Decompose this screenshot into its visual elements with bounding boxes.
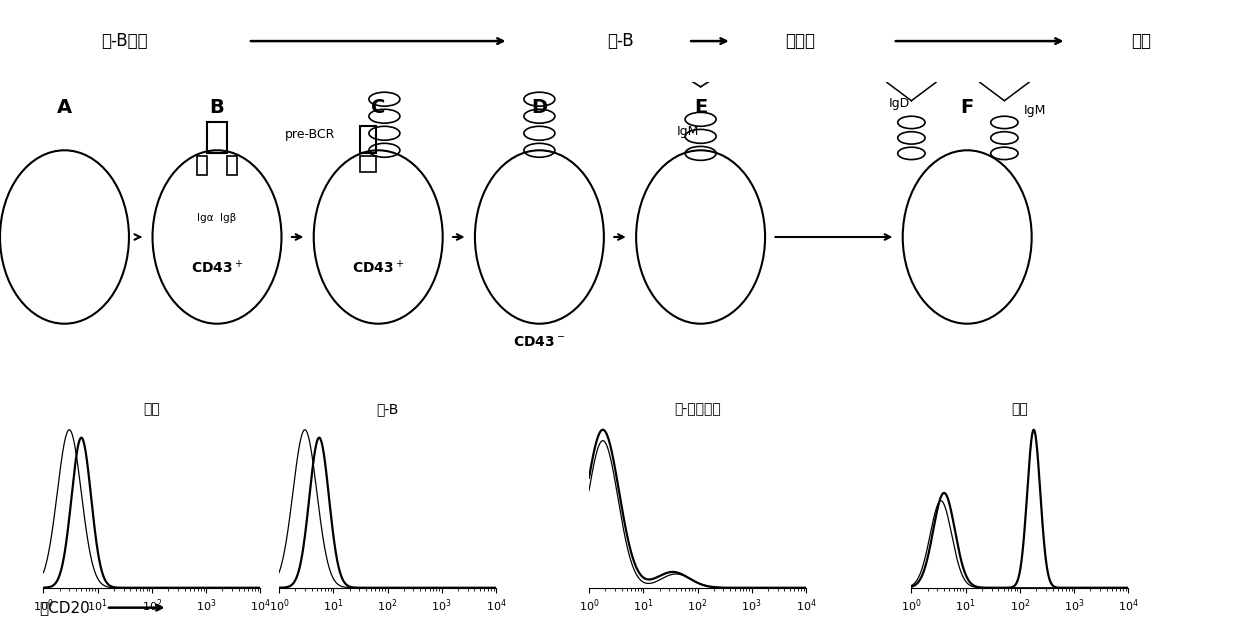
Text: D: D (531, 97, 548, 117)
Bar (360, 126, 376, 154)
Text: C: C (371, 97, 386, 117)
Text: CD43$^-$: CD43$^-$ (513, 336, 565, 349)
Title: 前-和未成熟: 前-和未成熟 (675, 402, 720, 416)
Text: 未成熟: 未成熟 (785, 32, 815, 50)
Text: 前-B细胞: 前-B细胞 (100, 32, 148, 50)
Text: B: B (210, 97, 224, 117)
Title: 原-B: 原-B (376, 402, 399, 416)
Text: IgD: IgD (888, 97, 910, 111)
Text: F: F (961, 97, 973, 117)
Text: Igα  Igβ: Igα Igβ (197, 214, 237, 224)
Text: E: E (694, 97, 707, 117)
Text: 成熟: 成熟 (1131, 32, 1151, 50)
Bar (227, 157, 237, 175)
Text: CD43$^+$: CD43$^+$ (191, 259, 243, 277)
Text: pre-BCR: pre-BCR (285, 128, 335, 142)
Text: IgM: IgM (677, 125, 699, 138)
Title: 祖先: 祖先 (144, 402, 160, 416)
Text: CD43$^+$: CD43$^+$ (352, 259, 404, 277)
Text: 人CD20: 人CD20 (40, 600, 89, 615)
Text: IgM: IgM (1024, 104, 1047, 116)
Text: 前-B: 前-B (606, 32, 634, 50)
Text: A: A (57, 97, 72, 117)
Bar (360, 157, 376, 172)
Bar (207, 123, 227, 154)
Title: 成熟: 成熟 (1012, 402, 1028, 416)
Bar (197, 157, 207, 175)
